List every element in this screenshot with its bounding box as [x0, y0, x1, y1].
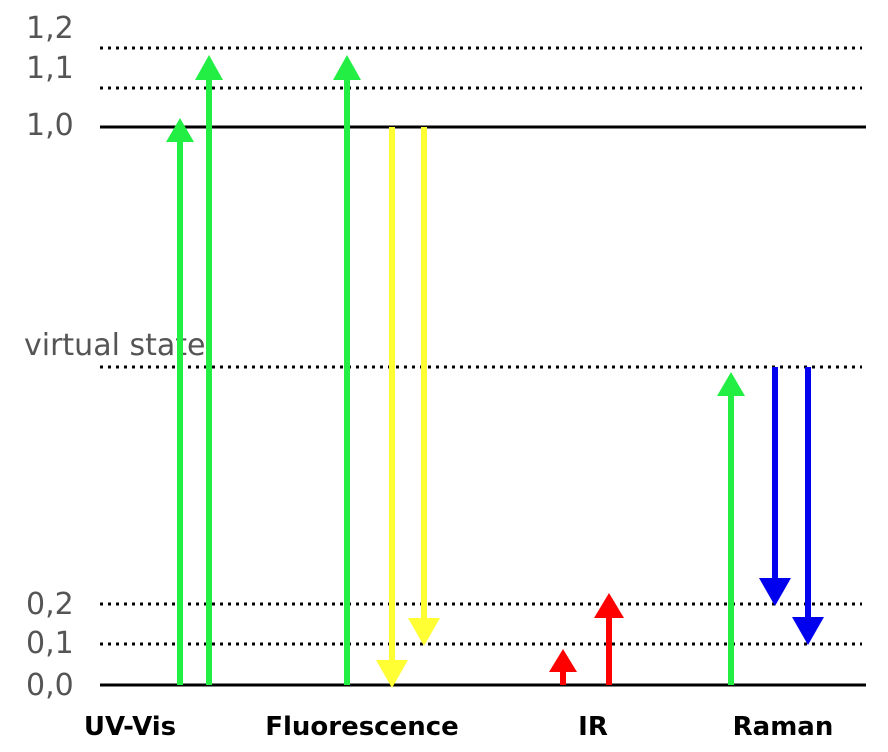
method-label-raman: Raman: [733, 712, 834, 742]
uvvis-arrow-to-1-0: [166, 118, 194, 685]
fluorescence-emission-arrow-to-0-1: [408, 127, 440, 646]
level-labels: 1,2 1,1 1,0 virtual state 0,2 0,1 0,0: [24, 11, 205, 703]
fluorescence-excitation-arrow: [333, 55, 361, 685]
method-label-fluorescence: Fluorescence: [265, 712, 459, 742]
level-label-0-0: 0,0: [26, 668, 74, 703]
level-label-1-2: 1,2: [26, 11, 74, 46]
level-label-1-0: 1,0: [26, 108, 74, 143]
raman-excitation-arrow: [717, 372, 745, 685]
method-labels: UV-Vis Fluorescence IR Raman: [84, 712, 834, 742]
raman-arrows: [717, 367, 824, 685]
method-label-uvvis: UV-Vis: [84, 712, 176, 742]
level-label-1-1: 1,1: [26, 51, 74, 86]
uvvis-arrows: [166, 55, 223, 685]
fluorescence-emission-arrow-to-0-0: [376, 127, 408, 688]
energy-levels: [100, 46, 866, 687]
ir-arrows: [549, 593, 624, 685]
method-label-ir: IR: [578, 712, 608, 742]
fluorescence-arrows: [333, 55, 440, 688]
level-label-virtual-state: virtual state: [24, 328, 205, 363]
level-label-0-2: 0,2: [26, 587, 74, 622]
ir-arrow-to-0-1: [549, 649, 577, 685]
raman-stokes-arrow-to-0-2: [759, 367, 791, 606]
uvvis-arrow-to-1-2: [195, 55, 223, 685]
ir-arrow-to-0-2: [594, 593, 624, 685]
raman-stokes-arrow-to-0-1: [792, 367, 824, 645]
level-label-0-1: 0,1: [26, 626, 74, 661]
